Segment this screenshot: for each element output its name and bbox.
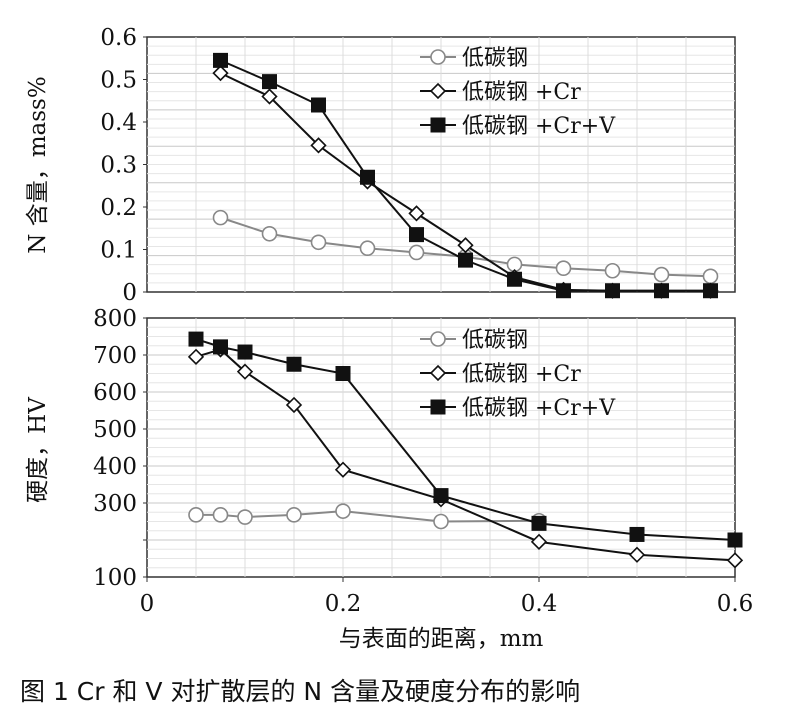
data-point [628, 546, 646, 563]
y-tick-label: 0.5 [100, 68, 137, 94]
data-point [408, 244, 425, 261]
data-point [286, 356, 302, 372]
x-tick-label: 0.4 [521, 591, 558, 617]
data-point [556, 283, 571, 299]
data-point [409, 227, 424, 243]
data-point [188, 507, 204, 523]
legend-label: 低碳钢 [462, 328, 528, 353]
data-point [261, 88, 278, 105]
data-point [507, 271, 522, 287]
data-point [310, 234, 327, 251]
data-point [237, 509, 253, 525]
data-point [212, 209, 229, 226]
data-point [359, 240, 376, 257]
data-point [187, 348, 205, 365]
data-point [212, 507, 229, 523]
legend-marker [430, 331, 446, 347]
y-tick-label: 500 [93, 417, 137, 443]
data-point [236, 363, 254, 380]
y-axis-label: N 含量，mass% [25, 76, 51, 253]
legend-marker [430, 117, 446, 133]
data-point [335, 366, 351, 381]
data-point [237, 344, 253, 360]
data-point [213, 339, 228, 355]
x-tick-label: 0 [140, 591, 155, 617]
data-point [433, 513, 449, 530]
y-tick-label: 700 [93, 343, 137, 369]
data-point [311, 97, 326, 113]
data-point [334, 461, 352, 478]
data-point [261, 225, 278, 242]
data-point [262, 74, 277, 90]
figure-caption: 图 1 Cr 和 V 对扩散层的 N 含量及硬度分布的影响 [20, 677, 581, 706]
data-point [360, 169, 375, 185]
data-point [653, 266, 670, 283]
data-point [605, 283, 620, 299]
data-point [727, 532, 743, 548]
data-point [530, 533, 548, 550]
data-point [310, 137, 327, 154]
data-point [629, 526, 645, 542]
y-tick-label: 0.4 [100, 110, 137, 136]
y-tick-label: 400 [93, 454, 137, 480]
y-tick-label: 300 [93, 491, 137, 517]
legend-marker [430, 49, 446, 65]
data-point [604, 262, 621, 279]
series-3 [213, 52, 718, 299]
data-point [212, 64, 229, 82]
y-tick-label: 0.3 [100, 153, 137, 179]
data-point [531, 515, 547, 531]
y-axis-label: 硬度，HV [25, 397, 51, 503]
data-point [285, 396, 303, 414]
legend-marker [430, 399, 446, 415]
series-3 [188, 331, 743, 548]
y-tick-label: 100 [93, 565, 137, 591]
y-tick-label: 0.2 [100, 195, 137, 221]
data-point [188, 331, 204, 347]
data-point [555, 260, 572, 277]
x-tick-label: 0.2 [325, 591, 362, 617]
data-point [702, 268, 719, 285]
data-point [703, 283, 718, 299]
legend-label: 低碳钢 +Cr [462, 80, 581, 105]
y-tick-label: 800 [93, 306, 137, 332]
data-point [408, 205, 425, 222]
x-axis-label: 与表面的距离，mm [339, 626, 544, 652]
y-tick-label: 0.6 [100, 25, 137, 51]
legend-label: 低碳钢 +Cr [462, 362, 581, 387]
legend-label: 低碳钢 [462, 46, 528, 71]
y-tick-label: 600 [93, 380, 137, 406]
data-point [433, 488, 449, 504]
data-point [726, 552, 744, 569]
data-point [335, 503, 351, 519]
x-tick-label: 0.6 [717, 591, 754, 617]
legend-label: 低碳钢 +Cr+V [462, 396, 616, 421]
legend-marker [429, 364, 447, 382]
data-point [286, 507, 302, 523]
data-point [457, 237, 474, 254]
y-tick-label: 0 [122, 280, 137, 306]
data-point [213, 52, 228, 68]
series-1 [212, 209, 719, 285]
y-tick-label: 0.1 [100, 238, 137, 264]
data-point [654, 283, 669, 299]
legend-marker [429, 82, 447, 100]
legend-label: 低碳钢 +Cr+V [462, 114, 616, 139]
data-point [458, 252, 473, 268]
